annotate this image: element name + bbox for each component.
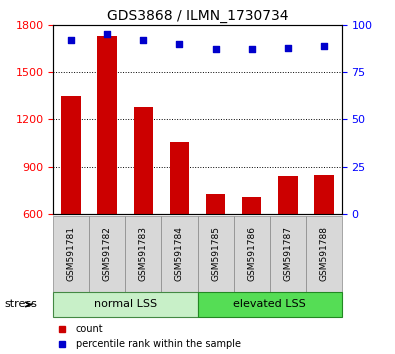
Text: GSM591787: GSM591787 — [283, 227, 292, 281]
Text: stress: stress — [4, 299, 37, 309]
Text: GSM591783: GSM591783 — [139, 227, 148, 281]
Bar — [62, 96, 81, 214]
Bar — [206, 194, 226, 214]
Point — [176, 41, 182, 46]
Point — [140, 37, 147, 43]
Text: GSM591786: GSM591786 — [247, 227, 256, 281]
Text: GSM591785: GSM591785 — [211, 227, 220, 281]
Bar — [134, 107, 153, 214]
Point — [104, 32, 111, 37]
Bar — [242, 197, 261, 214]
Legend: count, percentile rank within the sample: count, percentile rank within the sample — [52, 324, 241, 349]
Text: GSM591784: GSM591784 — [175, 227, 184, 281]
Bar — [98, 36, 117, 214]
Bar — [278, 176, 297, 214]
Text: normal LSS: normal LSS — [94, 299, 157, 309]
Point — [248, 47, 255, 52]
Text: elevated LSS: elevated LSS — [233, 299, 306, 309]
Point — [68, 37, 75, 43]
Text: GSM591788: GSM591788 — [319, 227, 328, 281]
Text: GSM591782: GSM591782 — [103, 227, 112, 281]
Text: GDS3868 / ILMN_1730734: GDS3868 / ILMN_1730734 — [107, 9, 288, 23]
Text: GSM591781: GSM591781 — [67, 227, 76, 281]
Bar — [314, 175, 333, 214]
Point — [284, 45, 291, 50]
Point — [213, 47, 219, 52]
Bar — [169, 142, 189, 214]
Point — [320, 43, 327, 48]
